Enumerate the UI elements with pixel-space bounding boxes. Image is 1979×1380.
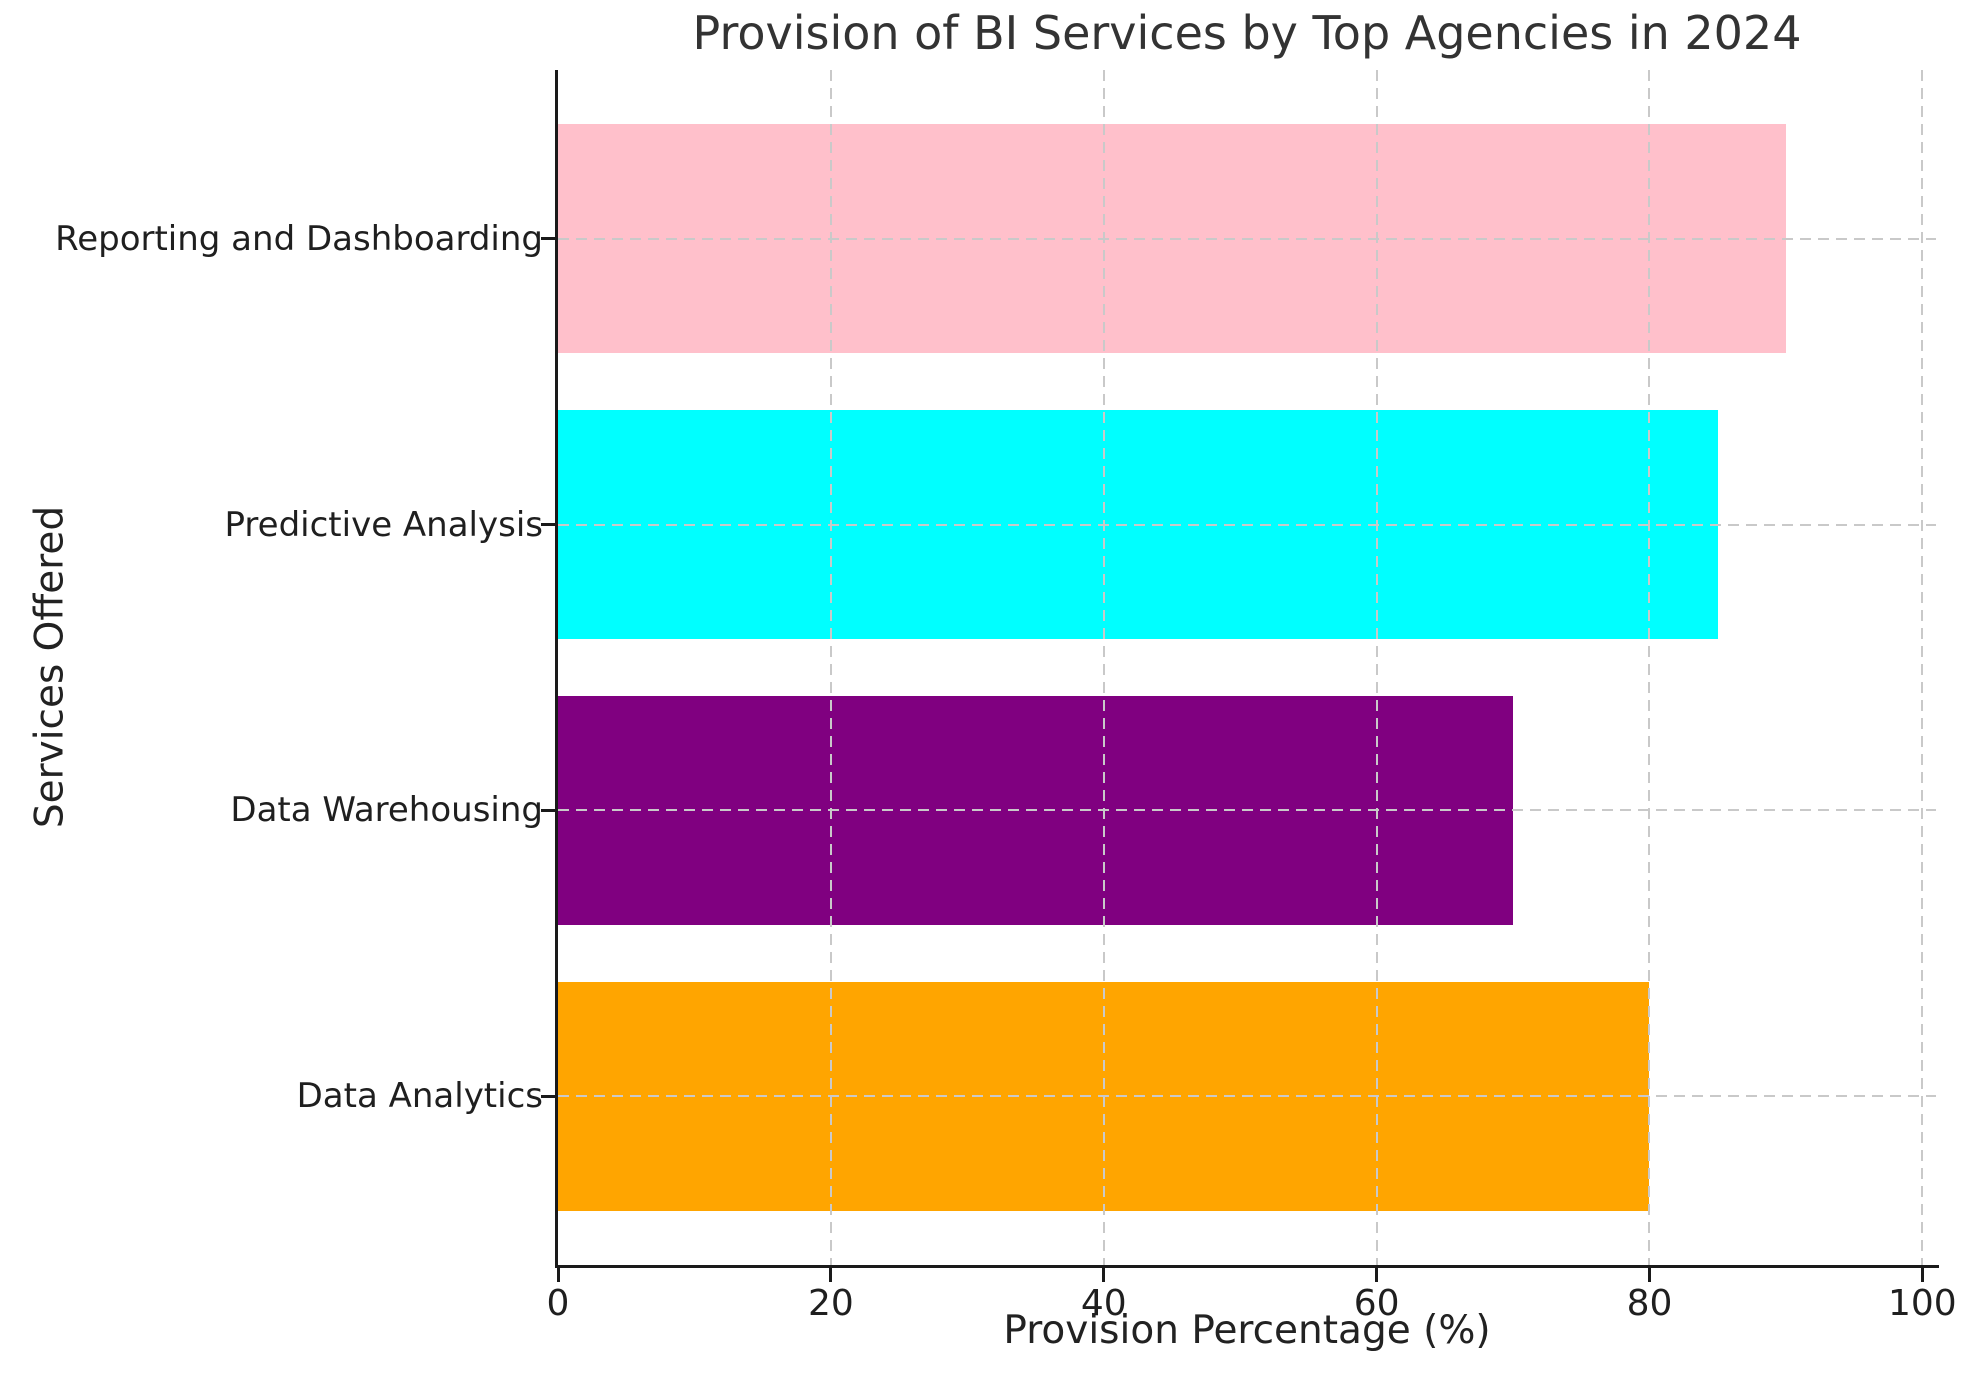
gridline-y-reporting-and-dashboarding xyxy=(558,237,1936,240)
x-tick-mark-80 xyxy=(1647,1267,1651,1282)
y-tick-label-predictive-analysis: Predictive Analysis xyxy=(224,504,543,545)
x-tick-mark-100 xyxy=(1920,1267,1924,1282)
chart-title: Provision of BI Services by Top Agencies… xyxy=(692,6,1802,60)
y-tick-label-data-analytics: Data Analytics xyxy=(296,1076,543,1117)
gridline-y-data-analytics xyxy=(558,1095,1936,1098)
gridline-x-80 xyxy=(1648,70,1651,1265)
gridline-x-20 xyxy=(829,70,832,1265)
y-tick-label-reporting-and-dashboarding: Reporting and Dashboarding xyxy=(55,218,543,259)
y-tick-label-data-warehousing: Data Warehousing xyxy=(230,790,543,831)
y-axis-label: Services Offered xyxy=(27,505,73,829)
x-tick-mark-60 xyxy=(1375,1267,1379,1282)
gridline-y-data-warehousing xyxy=(558,809,1936,812)
y-tick-mark-data-analytics xyxy=(541,1094,558,1098)
gridline-y-predictive-analysis xyxy=(558,523,1936,526)
x-tick-label-80: 80 xyxy=(1626,1283,1673,1324)
gridline-x-100 xyxy=(1921,70,1924,1265)
y-tick-mark-data-warehousing xyxy=(541,808,558,812)
x-axis-label: Provision Percentage (%) xyxy=(1003,1308,1491,1353)
plot-area xyxy=(558,70,1936,1265)
gridline-x-60 xyxy=(1375,70,1378,1265)
y-tick-mark-predictive-analysis xyxy=(541,523,558,527)
x-tick-mark-0 xyxy=(556,1267,560,1282)
y-axis-spine xyxy=(555,70,558,1268)
gridline-x-40 xyxy=(1102,70,1105,1265)
x-tick-mark-40 xyxy=(1102,1267,1106,1282)
x-tick-mark-20 xyxy=(829,1267,833,1282)
y-tick-mark-reporting-and-dashboarding xyxy=(541,237,558,241)
x-axis-spine xyxy=(555,1265,1939,1268)
x-tick-label-0: 0 xyxy=(546,1283,570,1324)
x-tick-label-100: 100 xyxy=(1887,1283,1957,1324)
x-tick-label-20: 20 xyxy=(807,1283,854,1324)
x-tick-label-40: 40 xyxy=(1080,1283,1127,1324)
x-tick-label-60: 60 xyxy=(1353,1283,1400,1324)
